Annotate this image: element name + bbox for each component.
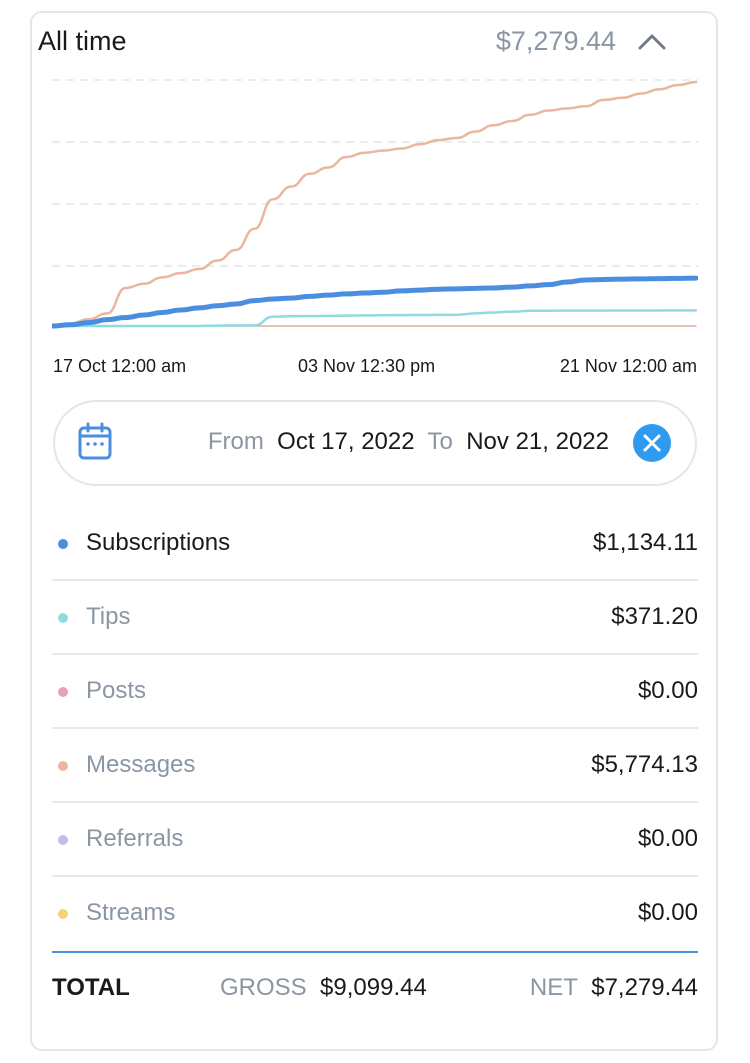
category-value: $371.20 [611,603,698,630]
category-value: $0.00 [637,677,698,704]
range-text[interactable]: From Oct 17, 2022 To Nov 21, 2022 [208,428,609,456]
category-label: Messages [86,751,196,778]
gross-label: GROSS [220,974,307,1001]
legend-dot [58,539,68,549]
category-row-streams[interactable]: Streams $0.00 [52,877,698,951]
legend-dot [58,613,68,623]
to-date[interactable]: Nov 21, 2022 [466,428,609,455]
legend-dot [58,761,68,771]
gross-total: GROSS $9,099.44 [220,974,427,1002]
gross-value: $9,099.44 [320,974,427,1001]
category-label: Subscriptions [86,529,231,556]
series-line-tips [52,309,698,328]
x-tick-label: 21 Nov 12:00 am [559,356,697,376]
category-label: Posts [86,677,147,704]
total-label: TOTAL [52,974,130,1001]
x-tick-label: 03 Nov 12:30 pm [298,356,436,376]
to-label: To [427,428,453,455]
category-value: $0.00 [637,825,698,852]
date-range-picker[interactable]: From Oct 17, 2022 To Nov 21, 2022 [53,400,697,486]
earnings-header[interactable]: All time $7,279.44 [38,22,668,66]
category-row-referrals[interactable]: Referrals $0.00 [52,803,698,877]
category-label: Tips [86,603,131,630]
net-total: NET $7,279.44 [530,974,698,1002]
totals-row: TOTAL GROSS $9,099.44 NET $7,279.44 [52,974,698,1008]
category-value: $1,134.11 [593,529,698,556]
chevron-up-icon[interactable] [636,28,668,56]
category-row-messages[interactable]: Messages $5,774.13 [52,729,698,803]
category-label: Streams [86,899,176,926]
net-value: $7,279.44 [591,974,698,1001]
total-divider [52,951,698,953]
legend-dot [58,835,68,845]
close-icon [643,434,661,452]
from-date[interactable]: Oct 17, 2022 [277,428,415,455]
earnings-line-chart [52,79,698,329]
calendar-icon[interactable] [77,422,113,462]
category-list: Subscriptions $1,134.11 Tips $371.20 Pos… [52,507,698,951]
category-row-posts[interactable]: Posts $0.00 [52,655,698,729]
category-row-subscriptions[interactable]: Subscriptions $1,134.11 [52,507,698,581]
clear-range-button[interactable] [633,424,671,462]
from-label: From [207,428,264,455]
category-row-tips[interactable]: Tips $371.20 [52,581,698,655]
category-label: Referrals [86,825,184,852]
legend-dot [58,687,68,697]
x-tick-label: 17 Oct 12:00 am [53,356,187,376]
series-line-subscriptions [52,275,698,329]
legend-dot [58,909,68,919]
earnings-card [30,11,718,1051]
category-value: $5,774.13 [591,751,698,778]
series-line-messages [52,80,698,328]
header-amount: $7,279.44 [495,26,616,56]
category-value: $0.00 [637,899,698,926]
net-label: NET [529,974,578,1001]
period-title: All time [38,26,127,56]
